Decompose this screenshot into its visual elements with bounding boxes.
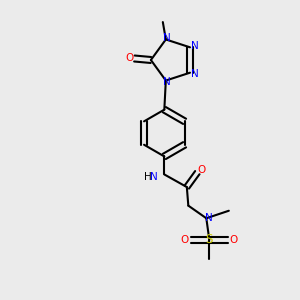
- Text: H: H: [144, 172, 152, 182]
- Text: O: O: [125, 53, 133, 63]
- Text: N: N: [163, 77, 171, 87]
- Text: N: N: [191, 69, 199, 79]
- Text: O: O: [181, 235, 189, 245]
- Text: N: N: [163, 33, 171, 43]
- Text: O: O: [230, 235, 238, 245]
- Text: N: N: [206, 213, 213, 223]
- Text: S: S: [206, 233, 213, 246]
- Text: N: N: [191, 41, 199, 51]
- Text: N: N: [150, 172, 158, 182]
- Text: O: O: [197, 165, 206, 175]
